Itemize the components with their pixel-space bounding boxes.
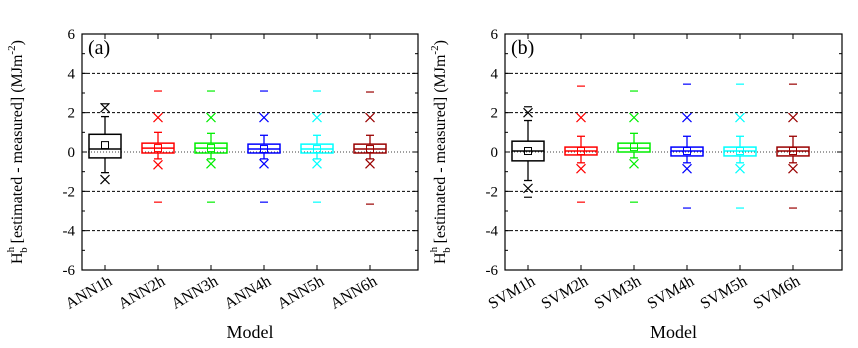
x-category-label: SVM4h (645, 273, 697, 313)
percentile-1-mark (312, 158, 322, 169)
percentile-99-mark (312, 112, 322, 123)
x-axis-title: Model (650, 322, 697, 342)
box-mean (683, 147, 691, 156)
box-mean (101, 141, 109, 150)
y-tick-label: -2 (63, 184, 76, 200)
box-iqr (88, 133, 122, 159)
y-tick-label: -6 (486, 263, 499, 279)
box-mean (524, 147, 532, 156)
percentile-99-mark (365, 112, 375, 123)
percentile-1-mark (576, 163, 586, 174)
y-title-superscript: h (5, 246, 17, 252)
x-category-label: ANN6h (328, 273, 380, 313)
x-category-label: ANN4h (222, 273, 274, 313)
y-tick-label: 2 (491, 106, 499, 122)
box-svm5h: SVM5h (698, 34, 757, 313)
y-tick-label: -2 (486, 184, 499, 200)
box-mean (207, 144, 215, 153)
x-category-label: SVM3h (592, 273, 644, 313)
percentile-99-mark (100, 102, 110, 113)
y-title-subscript: b (18, 247, 30, 253)
y-tick-label: -4 (63, 224, 76, 240)
y-title-text: [estimated - measured] (MJm (9, 54, 26, 247)
y-title-text: [estimated - measured] (MJm (432, 54, 449, 247)
percentile-1-mark (100, 174, 110, 185)
percentile-1-mark (682, 163, 692, 174)
y-title-close: ) (9, 40, 26, 45)
x-category-label: SVM6h (751, 273, 803, 313)
y-tick-label: 2 (68, 106, 76, 122)
y-axis-title: Hhb [estimated - measured] (MJm-2) (5, 40, 30, 264)
x-category-label: SVM2h (539, 273, 591, 313)
percentile-1-mark (629, 158, 639, 169)
y-title-subscript: b (441, 247, 453, 253)
box-mean (789, 147, 797, 156)
box-mean (313, 145, 321, 154)
y-title-superscript: h (428, 246, 440, 252)
box-ann4h: ANN4h (222, 34, 281, 313)
box-ann5h: ANN5h (275, 34, 334, 313)
x-category-label: ANN5h (275, 273, 327, 313)
percentile-1-mark (206, 158, 216, 169)
percentile-1-mark (365, 158, 375, 169)
x-category-label: SVM5h (698, 273, 750, 313)
box-mean (154, 144, 162, 153)
box-mean (630, 143, 638, 152)
y-tick-label: -6 (63, 263, 76, 279)
y-tick-label: 4 (491, 66, 499, 82)
percentile-1-mark (735, 163, 745, 174)
box-mean (260, 145, 268, 154)
panel-label: (b) (511, 37, 534, 59)
percentile-1-mark (788, 163, 798, 174)
percentile-1-mark (523, 183, 533, 194)
percentile-99-mark (735, 112, 745, 123)
percentile-99-mark (206, 112, 216, 123)
x-axis-title: Model (227, 322, 274, 342)
box-ann3h: ANN3h (169, 34, 228, 313)
y-axis-title: Hhb [estimated - measured] (MJm-2) (428, 40, 453, 264)
y-tick-label: 6 (491, 27, 499, 43)
percentile-1-mark (259, 158, 269, 169)
box-mean (366, 145, 374, 154)
y-tick-label: 0 (68, 145, 76, 161)
box-svm4h: SVM4h (645, 34, 704, 313)
y-tick-label: 4 (68, 66, 76, 82)
box-svm3h: SVM3h (592, 34, 651, 313)
percentile-1-mark (153, 159, 163, 170)
y-tick-label: 0 (491, 145, 499, 161)
box-svm2h: SVM2h (539, 34, 598, 313)
y-title-unit-superscript: -2 (429, 45, 441, 54)
percentile-99-mark (259, 112, 269, 123)
x-category-label: ANN3h (169, 273, 221, 313)
percentile-99-mark (629, 112, 639, 123)
y-title-main: H (9, 252, 26, 264)
percentile-99-mark (788, 112, 798, 123)
y-title-close: ) (432, 40, 449, 45)
percentile-99-mark (153, 112, 163, 123)
percentile-99-mark (523, 107, 533, 118)
x-category-label: ANN2h (116, 273, 168, 313)
panel-label: (a) (88, 37, 110, 59)
box-ann2h: ANN2h (116, 34, 175, 313)
y-title-unit-superscript: -2 (6, 45, 18, 54)
y-tick-label: 6 (68, 27, 76, 43)
box-ann6h: ANN6h (328, 34, 387, 313)
box-svm6h: SVM6h (751, 34, 810, 313)
percentile-99-mark (576, 112, 586, 123)
percentile-99-mark (682, 112, 692, 123)
box-mean (736, 147, 744, 156)
box-mean (577, 147, 585, 156)
y-tick-label: -4 (486, 224, 499, 240)
y-title-main: H (432, 252, 449, 264)
